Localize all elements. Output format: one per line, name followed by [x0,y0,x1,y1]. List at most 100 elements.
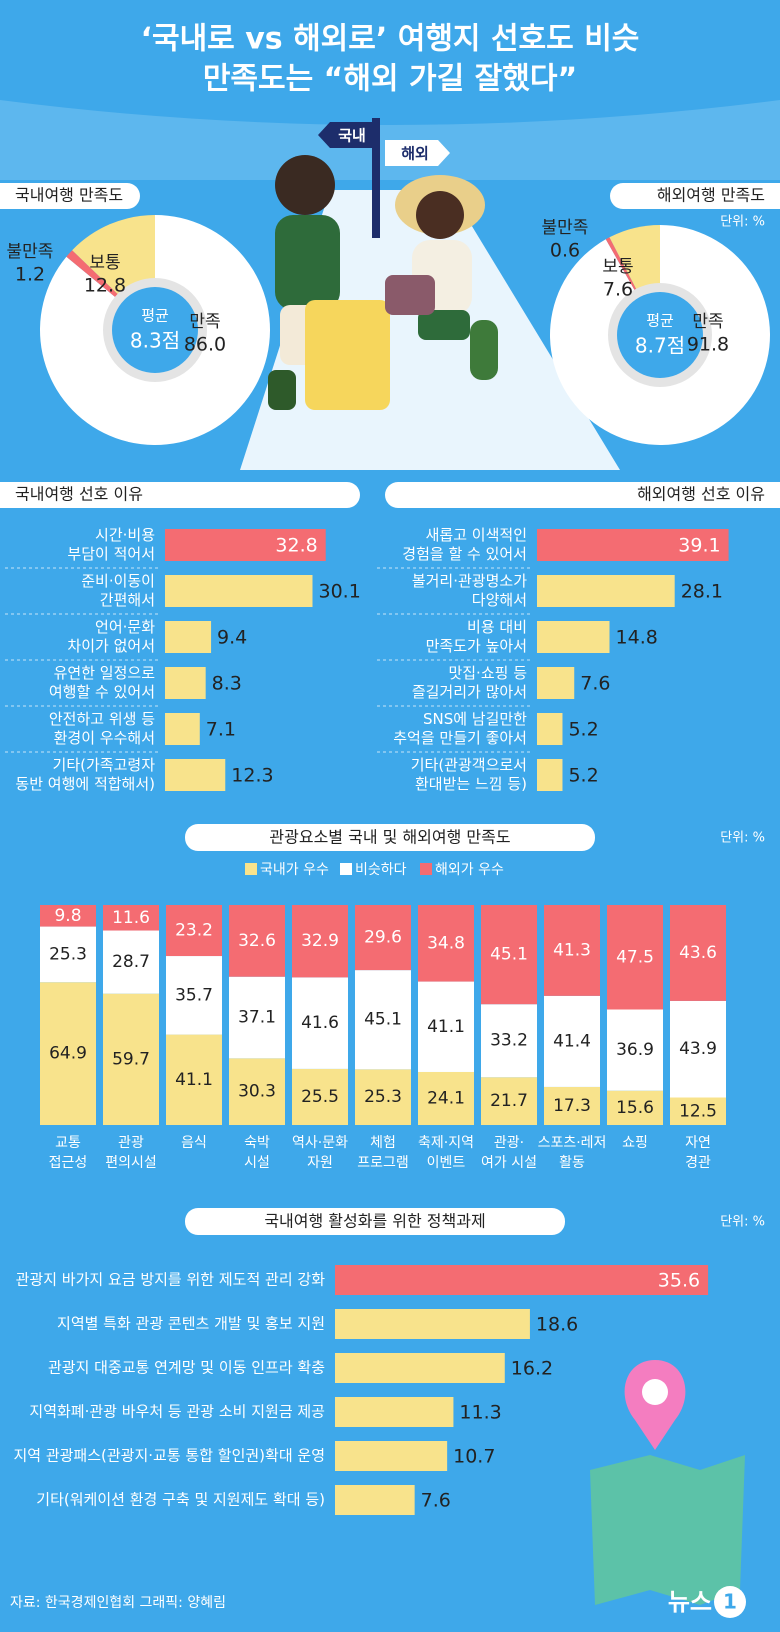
bar-segment [103,930,159,994]
value-label: 7.1 [206,719,236,741]
logo-badge [714,1586,746,1618]
bar-segment [355,905,411,971]
unit: 단위: % [400,488,445,503]
bar [537,713,563,745]
center-disk [617,292,703,378]
bar-segment [670,1097,726,1125]
category-label: 편의시설 [105,1155,157,1171]
bar [335,1441,448,1471]
slice-value: 86.0 [184,334,226,356]
category-label: 자연 [685,1135,711,1151]
value-label: 10.7 [453,1446,495,1468]
section-title: 관광요소별 국내 및 해외여행 만족도 [269,828,510,847]
segment-label: 29.6 [364,928,402,948]
value-label: 18.6 [536,1314,578,1336]
segment-label: 59.7 [112,1049,150,1069]
category-label: 관광지 바가지 요금 방지를 위한 제도적 관리 강화 [16,1271,326,1289]
bar-segment [418,905,474,982]
source: 자료: 한국경제인협회 그래픽: 양혜림 [10,1595,226,1611]
bar-segment [670,905,726,1001]
bar [165,529,326,561]
category-label: 지역 관광패스(관광지·교통 통합 할인권)확대 운영 [13,1447,325,1465]
category-label: 축제·지역 [418,1135,474,1151]
category-label: 경험을 할 수 있어서 [402,545,527,563]
segment-label: 37.1 [238,1008,276,1028]
category-label: 접근성 [49,1155,88,1171]
section-header [185,1208,565,1235]
bar [537,529,729,561]
section-header [0,482,360,508]
bar [335,1309,530,1339]
sign-text: 해외 [401,145,429,163]
category-label: 여가 시설 [481,1155,537,1171]
value-label: 16.2 [511,1358,553,1380]
bar [335,1397,454,1427]
bar-segment [40,982,96,1125]
slice-label: 만족 [189,312,220,332]
segment-label: 43.6 [679,943,717,963]
segment-label: 33.2 [490,1031,528,1051]
category-label: 환대받는 느낌 등) [415,775,527,793]
center-value: 8.7점 [635,334,685,358]
category-label: 추억을 만들기 좋아서 [393,729,527,747]
segment-label: 41.6 [301,1013,339,1033]
bar [165,621,212,653]
slice-label: 불만족 [542,218,589,238]
map-illustration [590,1360,745,1605]
sign-right [385,140,450,166]
segment-label: 23.2 [175,921,213,941]
bar-segment [481,1077,537,1125]
legend-swatch [245,863,257,875]
bar-segment [166,956,222,1035]
category-label: 자원 [307,1155,333,1171]
category-label: 볼거리·관광명소가 [412,572,527,590]
slice-value: 12.8 [84,275,126,297]
segment-label: 21.7 [490,1091,528,1111]
logo: 1 [723,1590,737,1614]
category-label: 안전하고 위생 등 [49,710,155,728]
segment-label: 9.8 [54,906,81,926]
bar [537,575,675,607]
value-label: 5.2 [568,719,598,741]
bar-segment [481,905,537,1005]
bar-segment [103,993,159,1125]
bar [335,1353,505,1383]
category-label: 차이가 없어서 [67,637,155,655]
value-label: 7.6 [421,1490,451,1512]
category-label: 기타(워케이션 환경 구축 및 지원제도 확대 등) [36,1491,325,1509]
segment-label: 41.4 [553,1031,591,1051]
legend-label: 해외가 우수 [435,862,504,878]
segment-label: 45.1 [490,945,528,965]
slice-label: 보통 [602,257,633,277]
value-label: 5.2 [568,765,598,787]
category-label: 만족도가 높아서 [426,637,527,655]
value-label: 35.6 [658,1270,700,1292]
category-label: SNS에 남길만한 [423,710,527,728]
bar-segment [292,977,348,1069]
value-label: 7.6 [580,673,610,695]
value-label: 30.1 [318,581,360,603]
segment-label: 45.1 [364,1010,402,1030]
bar-segment [229,976,285,1059]
bar [537,759,563,791]
segment-label: 43.9 [679,1039,717,1059]
segment-label: 35.7 [175,985,213,1005]
segment-label: 25.3 [364,1087,402,1107]
bar-segment [670,1000,726,1098]
section-title: 해외여행 만족도 [657,186,765,205]
category-label: 관광지 대중교통 연계망 및 이동 인프라 확충 [48,1359,325,1377]
slice-value: 1.2 [15,264,45,286]
category-label: 숙박 [244,1135,270,1151]
value-label: 11.3 [459,1402,501,1424]
segment-label: 41.1 [175,1070,213,1090]
segment-label: 41.3 [553,940,591,960]
bar-segment [166,905,222,957]
bar-segment [166,1034,222,1125]
bar [165,713,200,745]
bar-segment [103,905,159,931]
category-label: 비용 대비 [467,618,527,636]
bar-segment [544,995,600,1087]
bar-segment [229,905,285,977]
category-label: 시설 [244,1155,270,1171]
